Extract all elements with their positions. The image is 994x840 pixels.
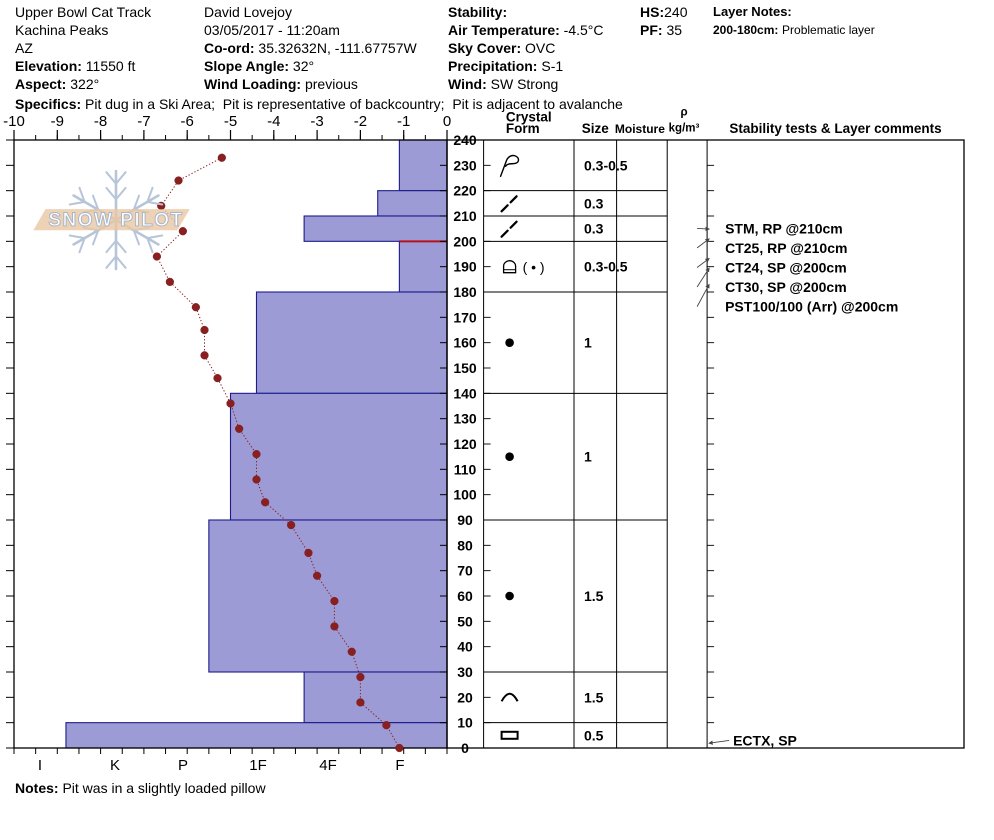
- svg-text:0: 0: [443, 113, 451, 130]
- svg-text:1: 1: [584, 449, 592, 465]
- svg-text:130: 130: [453, 411, 477, 427]
- svg-text:100: 100: [453, 487, 477, 503]
- svg-text:P: P: [178, 757, 188, 774]
- svg-text:90: 90: [457, 512, 473, 528]
- svg-text:240: 240: [453, 132, 477, 148]
- svg-text:210: 210: [453, 208, 477, 224]
- svg-text:STM, RP @210cm: STM, RP @210cm: [725, 220, 843, 236]
- svg-text:80: 80: [457, 537, 473, 553]
- svg-text:1F: 1F: [249, 757, 267, 774]
- svg-text:I: I: [38, 757, 42, 774]
- svg-text:Stability tests & Layer commen: Stability tests & Layer comments: [729, 121, 941, 136]
- svg-text:0: 0: [461, 740, 469, 756]
- svg-text:ECTX, SP: ECTX, SP: [733, 732, 797, 748]
- svg-text:200: 200: [453, 233, 477, 249]
- svg-text:-8: -8: [94, 113, 107, 130]
- svg-text:1.5: 1.5: [584, 588, 604, 604]
- svg-text:30: 30: [457, 664, 473, 680]
- svg-text:kg/m³: kg/m³: [669, 123, 700, 135]
- svg-text:CT30, SP @200cm: CT30, SP @200cm: [725, 279, 847, 295]
- svg-text:220: 220: [453, 183, 477, 199]
- svg-text:Size: Size: [582, 121, 610, 136]
- svg-text:0.3-0.5: 0.3-0.5: [584, 259, 628, 275]
- svg-text:190: 190: [453, 259, 477, 275]
- svg-text:170: 170: [453, 309, 477, 325]
- svg-text:CT24, SP @200cm: CT24, SP @200cm: [725, 260, 847, 276]
- svg-text:4F: 4F: [319, 757, 337, 774]
- svg-text:F: F: [395, 757, 404, 774]
- svg-text:40: 40: [457, 639, 473, 655]
- svg-text:-2: -2: [354, 113, 367, 130]
- svg-text:-7: -7: [137, 113, 150, 130]
- svg-text:CT25, RP @210cm: CT25, RP @210cm: [725, 240, 847, 256]
- svg-text:PST100/100 (Arr) @200cm: PST100/100 (Arr) @200cm: [725, 299, 898, 315]
- svg-text:-4: -4: [267, 113, 280, 130]
- svg-text:110: 110: [454, 461, 477, 477]
- svg-text:20: 20: [457, 689, 473, 705]
- svg-text:0.5: 0.5: [584, 727, 604, 743]
- svg-text:230: 230: [453, 157, 477, 173]
- svg-text:Moisture: Moisture: [615, 122, 665, 136]
- svg-text:150: 150: [453, 360, 477, 376]
- svg-text:160: 160: [453, 335, 477, 351]
- svg-text:0.3-0.5: 0.3-0.5: [584, 157, 628, 173]
- svg-text:180: 180: [453, 284, 477, 300]
- svg-text:1.5: 1.5: [584, 689, 604, 705]
- svg-text:-5: -5: [224, 113, 237, 130]
- svg-text:( • ): ( • ): [523, 259, 545, 275]
- svg-text:140: 140: [453, 385, 477, 401]
- svg-text:-1: -1: [397, 113, 410, 130]
- svg-text:70: 70: [457, 563, 473, 579]
- svg-text:Form: Form: [506, 121, 540, 136]
- svg-text:50: 50: [457, 613, 473, 629]
- svg-text:120: 120: [453, 436, 477, 452]
- svg-text:0.3: 0.3: [584, 221, 604, 237]
- svg-text:-3: -3: [310, 113, 323, 130]
- svg-text:-9: -9: [51, 113, 64, 130]
- svg-text:-6: -6: [181, 113, 194, 130]
- svg-text:-10: -10: [3, 113, 25, 130]
- svg-text:K: K: [110, 757, 120, 774]
- svg-text:ρ: ρ: [680, 107, 687, 119]
- svg-text:SNOW PILOT: SNOW PILOT: [48, 210, 183, 231]
- svg-text:60: 60: [457, 588, 473, 604]
- svg-text:0.3: 0.3: [584, 195, 604, 211]
- svg-text:1: 1: [584, 335, 592, 351]
- svg-text:10: 10: [457, 715, 473, 731]
